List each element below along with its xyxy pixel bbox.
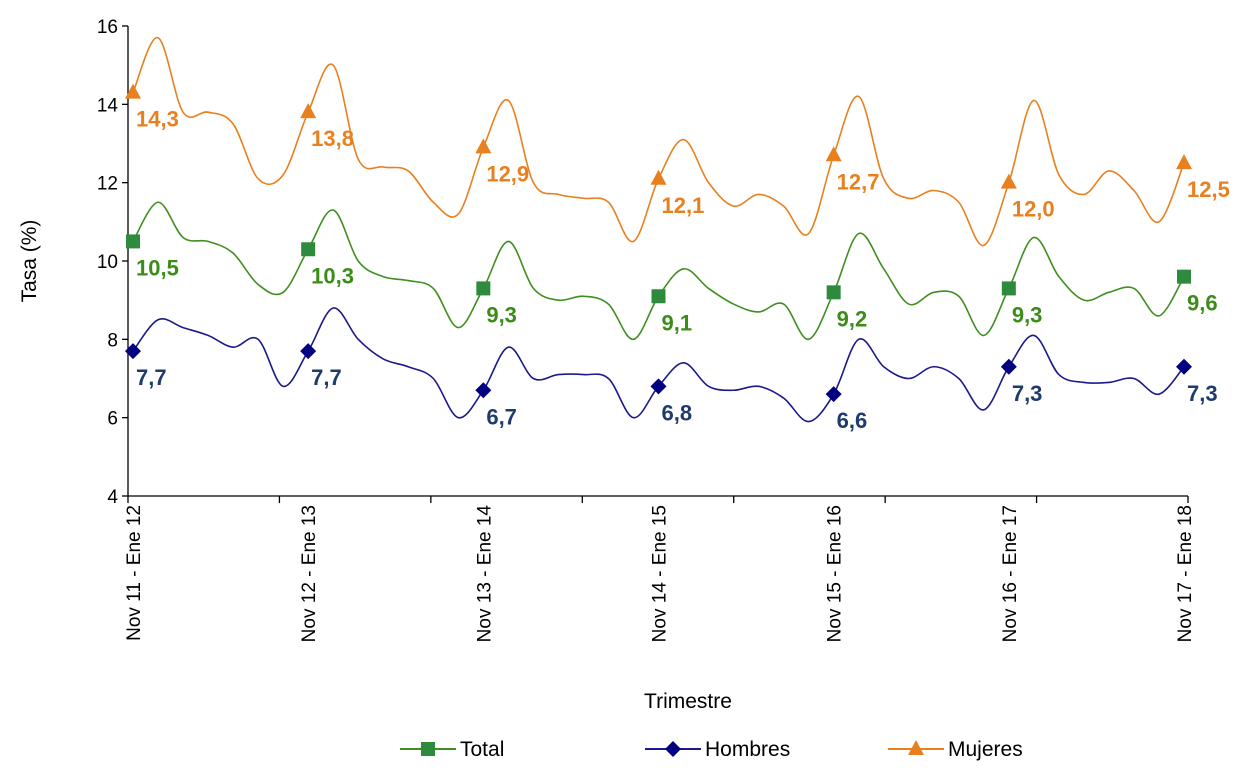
data-label-mujeres: 13,8 xyxy=(311,126,354,151)
data-label-mujeres: 12,9 xyxy=(486,161,529,186)
legend: Total Hombres Mujeres xyxy=(400,738,1023,761)
y-tick-label: 12 xyxy=(97,174,118,195)
data-point-total xyxy=(826,285,841,300)
data-label-total: 10,5 xyxy=(136,255,179,280)
x-tick-label: Nov 13 - Ene 14 xyxy=(474,505,495,643)
x-tick-label: Nov 12 - Ene 13 xyxy=(299,505,320,642)
data-label-total: 9,3 xyxy=(1012,302,1043,327)
series-group: 10,5 10,39,3 9,1 9,2 9,3 9,67,7 7,76,7 6,8 6,67,… xyxy=(125,36,1230,433)
data-point-total xyxy=(1177,269,1191,284)
x-tick-label: Nov 16 - Ene 17 xyxy=(1000,505,1021,642)
legend-marker-total xyxy=(421,742,435,756)
y-tick-label: 14 xyxy=(97,95,119,116)
data-point-mujeres xyxy=(125,83,141,99)
data-point-mujeres xyxy=(825,146,842,162)
legend-item-mujeres: Mujeres xyxy=(888,738,1023,761)
data-label-hombres: 6,6 xyxy=(837,408,868,433)
data-label-total: 9,3 xyxy=(486,302,517,327)
legend-marker-mujeres xyxy=(908,740,924,755)
data-point-mujeres xyxy=(300,103,317,119)
x-axis-ticks: Nov 11 - Ene 12 Nov 12 - Ene 13 Nov 13 - E… xyxy=(124,496,1196,642)
legend-item-total: Total xyxy=(400,738,504,761)
legend-label-total: Total xyxy=(460,738,504,761)
x-tick-label: Nov 17 - Ene 18 xyxy=(1175,505,1196,642)
data-point-hombres xyxy=(825,386,842,403)
data-label-mujeres: 12,0 xyxy=(1012,197,1055,222)
data-label-hombres: 7,7 xyxy=(311,365,342,390)
data-point-mujeres xyxy=(1000,173,1017,189)
data-label-hombres: 6,8 xyxy=(662,400,693,425)
data-point-hombres xyxy=(1176,358,1192,375)
data-point-total xyxy=(476,281,491,296)
data-point-hombres xyxy=(300,343,317,360)
data-point-hombres xyxy=(475,382,492,399)
x-tick-label: Nov 11 - Ene 12 xyxy=(124,505,145,641)
legend-item-hombres: Hombres xyxy=(645,738,790,761)
x-axis-title: Trimestre xyxy=(644,690,732,713)
data-label-mujeres: 12,1 xyxy=(662,193,705,218)
y-axis-title: Tasa (%) xyxy=(18,220,41,303)
data-point-total xyxy=(1001,281,1016,296)
data-point-hombres xyxy=(650,378,667,395)
legend-marker-hombres xyxy=(665,741,681,757)
legend-label-mujeres: Mujeres xyxy=(948,738,1023,761)
data-label-total: 10,3 xyxy=(311,263,354,288)
data-label-total: 9,1 xyxy=(662,310,693,335)
y-tick-label: 10 xyxy=(97,252,118,273)
data-label-mujeres: 12,5 xyxy=(1187,177,1230,202)
data-label-total: 9,6 xyxy=(1187,291,1218,316)
data-point-total xyxy=(651,289,666,304)
series-total: 10,5 10,3 9,3 9,1 9,2 9,3 9,6 xyxy=(126,201,1218,341)
x-tick-label: Nov 14 - Ene 15 xyxy=(650,505,671,642)
y-tick-label: 8 xyxy=(107,330,118,351)
series-mujeres: 14,3 13,8 12,9 12,1 12,7 12,0 12,5 xyxy=(125,36,1230,247)
data-label-hombres: 7,7 xyxy=(136,365,167,390)
data-point-hombres xyxy=(1000,358,1017,375)
x-tick-label: Nov 15 - Ene 16 xyxy=(825,505,846,642)
y-tick-label: 16 xyxy=(97,17,118,38)
data-label-total: 9,2 xyxy=(837,306,868,331)
data-label-hombres: 7,3 xyxy=(1012,381,1043,406)
data-point-mujeres xyxy=(475,138,492,154)
legend-label-hombres: Hombres xyxy=(705,738,790,761)
data-point-total xyxy=(301,242,316,257)
data-label-mujeres: 12,7 xyxy=(837,169,880,194)
axes xyxy=(127,26,1188,497)
data-point-total xyxy=(126,234,140,249)
data-label-hombres: 7,3 xyxy=(1187,381,1218,406)
data-label-hombres: 6,7 xyxy=(486,404,517,429)
series-hombres: 7,7 7,7 6,7 6,8 6,6 7,3 7,3 xyxy=(125,307,1218,433)
data-point-mujeres xyxy=(650,169,667,185)
data-label-mujeres: 14,3 xyxy=(136,107,179,132)
y-axis-ticks: 4 6 8 10 12 14 16 xyxy=(97,17,128,508)
data-point-mujeres xyxy=(1176,154,1192,170)
y-tick-label: 4 xyxy=(107,487,118,508)
y-tick-label: 6 xyxy=(107,409,118,430)
data-point-hombres xyxy=(125,343,141,360)
